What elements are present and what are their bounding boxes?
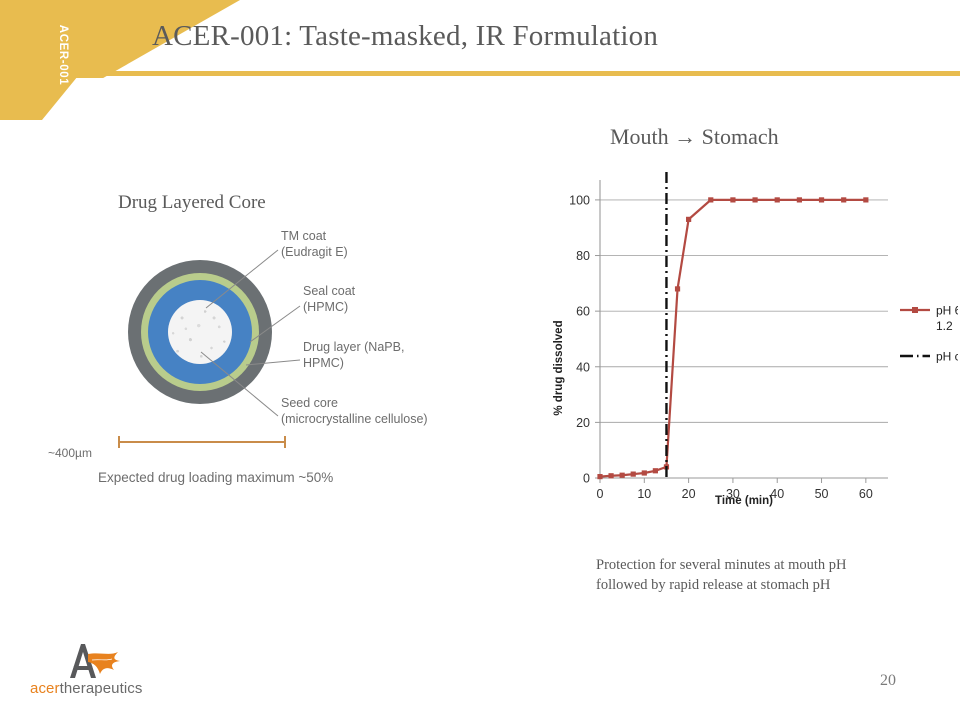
callout-seed-line2: (microcrystalline cellulose): [281, 412, 428, 426]
callout-tm-line1: TM coat: [281, 229, 327, 243]
svg-text:60: 60: [576, 305, 590, 319]
svg-text:pH change: pH change: [936, 350, 958, 364]
svg-text:80: 80: [576, 249, 590, 263]
chart-y-tick-labels: 0 20 40 60 80 100: [569, 193, 600, 486]
callout-seal-coat: Seal coat (HPMC): [303, 283, 355, 315]
scale-bar-label: ~400µm: [48, 446, 92, 460]
scale-bar-cap-right: [284, 436, 286, 448]
callout-drug-line1: Drug layer (NaPB,: [303, 340, 405, 354]
logo-therapeutics-text: therapeutics: [59, 680, 143, 697]
svg-text:30: 30: [726, 487, 740, 501]
chart-heading: Mouth → Stomach: [610, 124, 779, 149]
drug-core-heading: Drug Layered Core: [118, 192, 266, 213]
svg-text:60: 60: [859, 487, 873, 501]
page-title: ACER-001: Taste-masked, IR Formulation: [152, 20, 659, 52]
logo-wordmark: acertherapeutics: [30, 680, 143, 697]
svg-text:40: 40: [770, 487, 784, 501]
callout-seal-line1: Seal coat: [303, 284, 356, 298]
drug-core-diagram: [128, 260, 272, 404]
chart-axis-lines: [599, 180, 888, 479]
chart-x-tick-labels: 0 10 20 30 40 50 60: [597, 478, 873, 501]
drug-loading-note: Expected drug loading maximum ~50%: [98, 470, 334, 485]
callout-drug-layer: Drug layer (NaPB, HPMC): [303, 339, 404, 371]
svg-text:50: 50: [815, 487, 829, 501]
svg-text:100: 100: [569, 193, 590, 207]
chart-y-axis-label: % drug dissolved: [553, 320, 565, 415]
chart-x-axis-label: Time (min): [715, 495, 773, 507]
scale-bar-cap-left: [118, 436, 120, 448]
svg-text:40: 40: [576, 360, 590, 374]
chart-series: [597, 197, 869, 480]
gold-divider-rule: [82, 71, 960, 76]
callout-tm-coat: TM coat (Eudragit E): [281, 228, 348, 260]
dissolution-chart-panel: Mouth → Stomach 0 20 40 60 80 100 0 10 20 30 40 50…: [520, 110, 960, 630]
callout-drug-line2: HPMC): [303, 356, 344, 370]
svg-text:1.2: 1.2: [936, 319, 953, 333]
svg-text:0: 0: [597, 487, 604, 501]
slide-header: ACER-001 ACER-001: Taste-masked, IR Form…: [0, 0, 960, 120]
svg-text:20: 20: [576, 416, 590, 430]
chart-legend: pH 6.8 -1.2 pH change: [900, 304, 958, 364]
callout-tm-line2: (Eudragit E): [281, 245, 348, 259]
seed-core-center: [168, 300, 232, 364]
callout-seed-core: Seed core (microcrystalline cellulose): [281, 395, 428, 427]
section-tag-label: ACER-001: [57, 24, 69, 86]
logo-acer-text: acer: [30, 680, 60, 697]
svg-text:20: 20: [682, 487, 696, 501]
company-logo: acertherapeutics: [30, 640, 170, 702]
callout-seal-line2: (HPMC): [303, 300, 349, 314]
scale-bar-line: [118, 441, 286, 443]
drug-core-panel: Drug Layered Core TM coat (Eudragit E) S…: [0, 120, 520, 620]
svg-text:10: 10: [637, 487, 651, 501]
svg-text:pH 6.8 -: pH 6.8 -: [936, 304, 958, 318]
page-number: 20: [880, 672, 896, 689]
chart-caption: Protection for several minutes at mouth …: [596, 557, 847, 593]
chart-gridlines: [600, 199, 888, 423]
svg-text:0: 0: [583, 472, 590, 486]
acer-leaf-logo-icon: [70, 644, 120, 678]
scale-bar: [118, 436, 286, 448]
callout-seed-line1: Seed core: [281, 396, 338, 410]
